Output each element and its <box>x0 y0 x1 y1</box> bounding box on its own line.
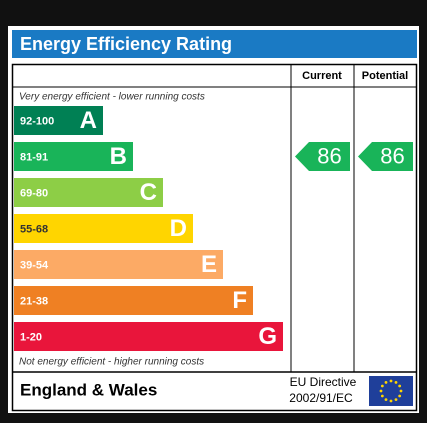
bottom-note: Not energy efficient - higher running co… <box>19 357 204 368</box>
band-letter: D <box>170 215 187 242</box>
eu-star <box>384 380 388 384</box>
eu-star <box>394 398 398 402</box>
column-header: Current <box>302 70 342 82</box>
rating-arrow <box>358 142 413 171</box>
title-bar <box>12 30 417 58</box>
eu-star <box>379 389 383 393</box>
band-bar <box>14 286 253 315</box>
eu-star <box>389 379 393 383</box>
rating-value: 86 <box>317 143 341 168</box>
band-letter: A <box>80 107 97 134</box>
eu-star <box>380 394 384 398</box>
title: Energy Efficiency Rating <box>20 34 232 54</box>
band-bar <box>14 106 103 135</box>
band-range: 92-100 <box>20 115 54 127</box>
band-range: 81-91 <box>20 151 48 163</box>
rating-arrow <box>295 142 350 171</box>
band-bar <box>14 142 133 171</box>
eu-star <box>394 380 398 384</box>
directive: 2002/91/EC <box>289 391 353 405</box>
eu-star <box>399 389 403 393</box>
band-bar <box>14 178 163 207</box>
eu-star <box>384 398 388 402</box>
band-range: 21-38 <box>20 295 48 307</box>
band-bar <box>14 250 223 279</box>
band-bar <box>14 214 193 243</box>
rating-value: 86 <box>380 143 404 168</box>
band-range: 1-20 <box>20 331 42 343</box>
band-letter: C <box>140 179 157 206</box>
band-range: 55-68 <box>20 223 48 235</box>
band-letter: F <box>232 287 247 314</box>
top-note: Very energy efficient - lower running co… <box>19 92 205 103</box>
band-range: 39-54 <box>20 259 49 271</box>
band-letter: B <box>110 143 127 170</box>
eu-star <box>389 399 393 403</box>
eu-star <box>398 384 402 388</box>
eu-stars <box>379 379 403 403</box>
band-bar <box>14 322 283 351</box>
band-letter: E <box>201 251 217 278</box>
band-letter: G <box>258 323 277 350</box>
band-range: 69-80 <box>20 187 48 199</box>
column-header: Potential <box>362 70 408 82</box>
directive: EU Directive <box>290 375 357 389</box>
frame <box>11 63 418 412</box>
region: England & Wales <box>20 380 157 399</box>
eu-star <box>380 384 384 388</box>
eu-star <box>398 394 402 398</box>
